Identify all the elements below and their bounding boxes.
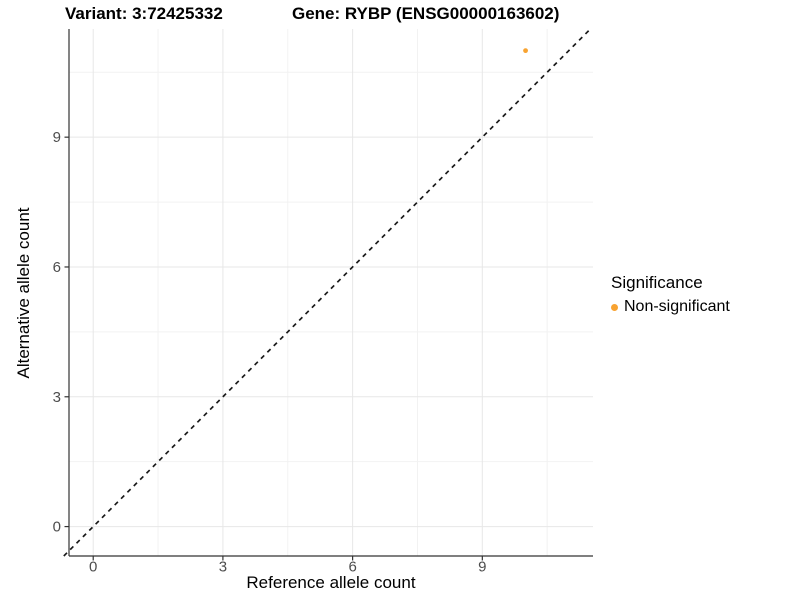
variant-title: Variant: 3:72425332 <box>65 4 223 23</box>
x-tick-label: 3 <box>219 559 227 576</box>
legend-dot-icon <box>611 303 618 311</box>
y-tick-label: 6 <box>53 259 61 276</box>
x-tick-label: 0 <box>89 559 97 576</box>
legend-item: Non-significant <box>611 298 730 316</box>
y-tick-label: 3 <box>53 389 61 406</box>
identity-dashed-line <box>63 28 592 557</box>
x-tick-label: 6 <box>348 559 356 576</box>
y-tick-label: 9 <box>53 129 61 146</box>
gene-title: Gene: RYBP (ENSG00000163602) <box>292 4 560 23</box>
x-axis-label: Reference allele count <box>246 573 416 592</box>
legend-title: Significance <box>611 273 703 292</box>
legend-item-label: Non-significant <box>624 298 730 315</box>
data-point <box>523 48 528 54</box>
y-axis-label: Alternative allele count <box>14 207 33 379</box>
y-tick-label: 0 <box>53 519 61 536</box>
legend-panel: Significance Non-significant <box>611 273 730 316</box>
x-tick-label: 9 <box>478 559 486 576</box>
